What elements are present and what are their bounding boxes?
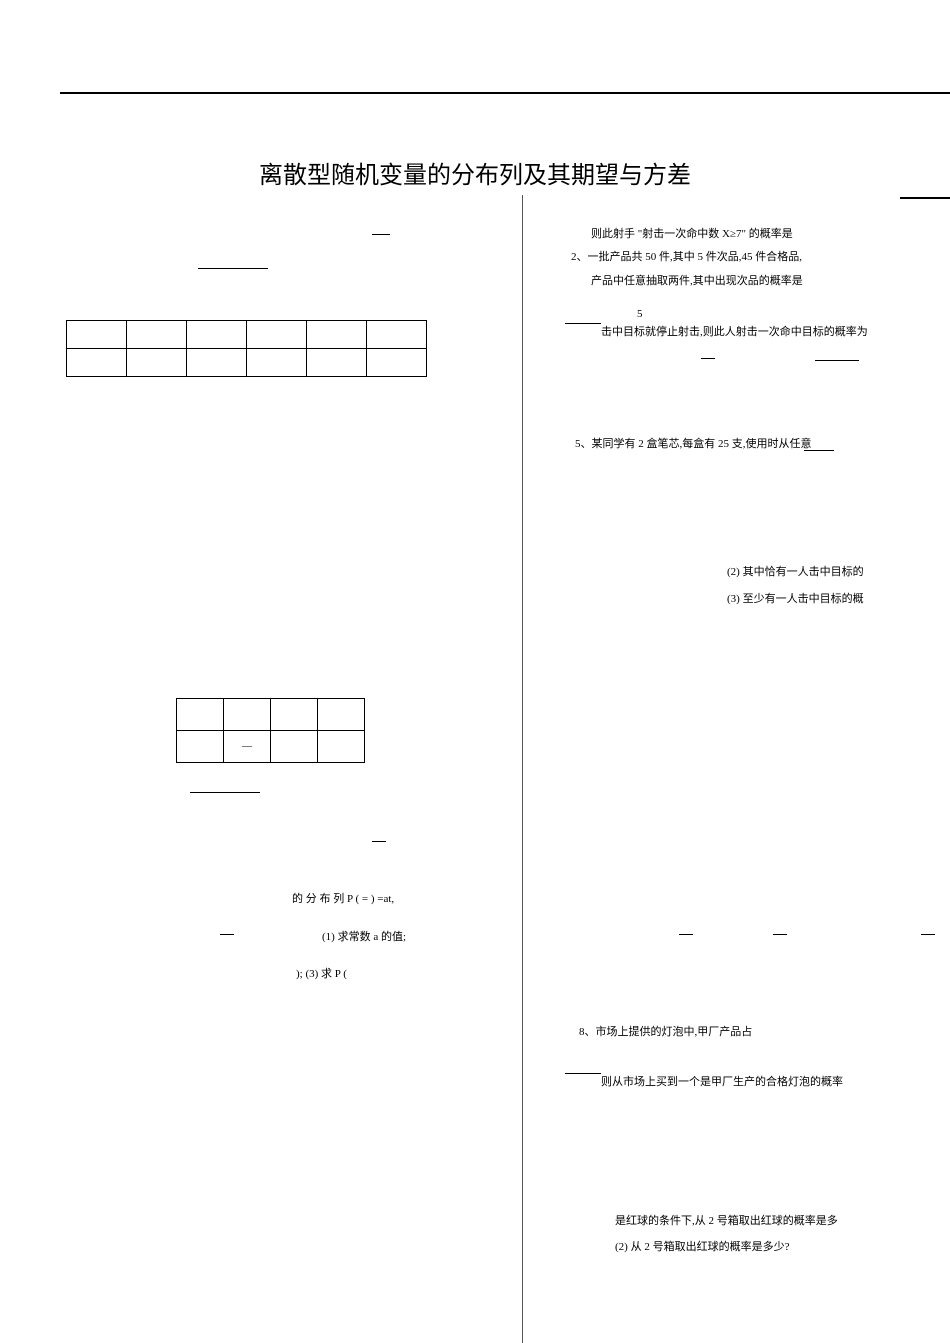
table2-cell: — (224, 731, 271, 763)
blank-line-r3 (565, 1073, 601, 1074)
problem-text: (1) 求常数 a 的值; (322, 928, 406, 944)
problem-text: 的 分 布 列 P ( = ) =at, (292, 890, 394, 906)
distribution-table-2: — (176, 698, 365, 763)
dash-mark-r4 (921, 934, 935, 935)
dash-mark-r1 (701, 358, 715, 359)
blank-line-2 (190, 792, 260, 793)
dash-mark-r2 (679, 934, 693, 935)
column-divider (522, 195, 523, 1343)
dash-mark (372, 234, 390, 235)
problem-8-text: 8、市场上提供的灯泡中,甲厂产品占 (579, 1023, 752, 1039)
underline-r (804, 450, 834, 451)
blank-line (198, 268, 268, 269)
problem-1-text: 则此射手 "射击一次命中数 X≥7" 的概率是 (591, 225, 793, 241)
blank-line-r1 (565, 323, 601, 324)
problem-2-text: 2、一批产品共 50 件,其中 5 件次品,45 件合格品, (571, 248, 802, 264)
distribution-table-1 (66, 320, 427, 377)
problem-5-text: 5、某同学有 2 盒笔芯,每盒有 25 支,使用时从任意 (575, 435, 812, 451)
problem-text-r: 击中目标就停止射击,则此人射击一次命中目标的概率为 (601, 323, 868, 339)
page-title: 离散型随机变量的分布列及其期望与方差 (0, 155, 950, 190)
problem-2-text-2: 产品中任意抽取两件,其中出现次品的概率是 (591, 272, 803, 288)
problem-text: ); (3) 求 P ( (296, 965, 347, 981)
dash-mark-3 (220, 934, 234, 935)
dash-mark-2 (372, 841, 386, 842)
problem-8-text-2: 则从市场上买到一个是甲厂生产的合格灯泡的概率 (601, 1073, 843, 1089)
cond-prob-text: 是红球的条件下,从 2 号箱取出红球的概率是多 (615, 1212, 838, 1228)
sub-2-text-2: (2) 从 2 号箱取出红球的概率是多少? (615, 1238, 789, 1254)
top-border (60, 92, 950, 94)
sub-3-text: (3) 至少有一人击中目标的概 (727, 590, 864, 606)
sub-2-text: (2) 其中恰有一人击中目标的 (727, 563, 864, 579)
right-marker (900, 197, 950, 199)
dash-mark-r3 (773, 934, 787, 935)
blank-line-r2 (815, 360, 859, 361)
number-5: 5 (637, 308, 643, 320)
